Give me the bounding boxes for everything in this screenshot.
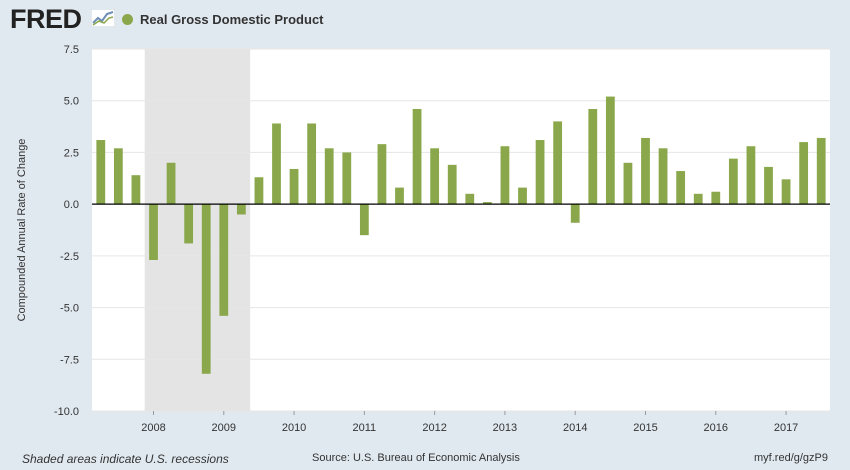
bar-2013Q3[interactable] (535, 140, 545, 205)
y-tick-label: -10.0 (54, 406, 79, 418)
bar-2016Q1[interactable] (711, 191, 721, 205)
x-tick-label: 2009 (212, 422, 236, 434)
bar-2009Q4[interactable] (272, 123, 281, 205)
bar-2009Q3[interactable] (254, 177, 264, 205)
bar-2009Q1[interactable] (219, 204, 229, 316)
bar-2012Q4[interactable] (482, 202, 492, 205)
x-tick-label: 2008 (141, 422, 165, 434)
bar-2009Q2[interactable] (236, 204, 246, 215)
x-tick-label: 2013 (493, 422, 517, 434)
bar-2014Q2[interactable] (588, 108, 598, 205)
bar-2016Q4[interactable] (764, 166, 773, 205)
bar-2014Q1[interactable] (570, 204, 580, 223)
fred-logo[interactable]: FRED (10, 4, 82, 34)
y-tick-label: 7.5 (64, 44, 79, 56)
bar-2013Q4[interactable] (553, 121, 563, 205)
bar-2011Q2[interactable] (377, 144, 387, 205)
bar-2011Q1[interactable] (359, 204, 369, 236)
chart-header: FRED Real Gross Domestic Product (0, 0, 850, 40)
bar-2016Q2[interactable] (728, 158, 738, 205)
bar-2011Q3[interactable] (395, 187, 404, 205)
bar-2017Q2[interactable] (799, 142, 809, 205)
x-tick-label: 2010 (282, 422, 306, 434)
x-tick-label: 2014 (563, 422, 587, 434)
y-tick-label: -5.0 (60, 303, 79, 315)
bar-2010Q3[interactable] (324, 148, 334, 205)
bar-2008Q4[interactable] (201, 204, 211, 374)
bar-2012Q1[interactable] (430, 148, 440, 205)
bar-2017Q1[interactable] (781, 179, 791, 205)
bar-2012Q2[interactable] (447, 164, 457, 205)
bar-2014Q3[interactable] (605, 96, 615, 205)
bar-2008Q1[interactable] (149, 204, 158, 260)
bar-2008Q3[interactable] (184, 204, 194, 244)
bar-2013Q2[interactable] (518, 187, 527, 205)
bar-2015Q2[interactable] (658, 148, 668, 205)
short-url-link[interactable]: myf.red/g/gzP9 (754, 452, 828, 464)
bar-2010Q4[interactable] (342, 152, 352, 205)
bar-2007Q4[interactable] (131, 175, 141, 205)
bar-2015Q4[interactable] (693, 193, 703, 205)
y-tick-label: -7.5 (60, 354, 79, 366)
bar-2017Q3[interactable] (816, 137, 826, 205)
bar-2013Q1[interactable] (500, 146, 510, 205)
bar-2007Q3[interactable] (113, 148, 123, 205)
x-tick-label: 2012 (422, 422, 446, 434)
y-tick-label: 5.0 (64, 96, 79, 108)
bar-2010Q2[interactable] (307, 123, 317, 205)
source-note: Source: U.S. Bureau of Economic Analysis (312, 452, 520, 464)
y-tick-label: -2.5 (60, 251, 79, 263)
recession-note: Shaded areas indicate U.S. recessions (22, 452, 229, 466)
bar-2015Q3[interactable] (676, 171, 686, 205)
y-tick-label: 2.5 (64, 147, 79, 159)
x-tick-label: 2016 (704, 422, 728, 434)
series-legend-label: Real Gross Domestic Product (140, 12, 324, 27)
legend-swatch (122, 14, 133, 25)
x-tick-label: 2017 (774, 422, 798, 434)
bar-2010Q1[interactable] (289, 168, 299, 205)
bar-2015Q1[interactable] (641, 137, 650, 205)
x-tick-label: 2011 (353, 422, 377, 434)
bar-2014Q4[interactable] (623, 162, 633, 205)
x-tick-label: 2015 (633, 422, 657, 434)
bar-2008Q2[interactable] (166, 162, 176, 205)
recession-shading (144, 49, 251, 411)
bar-2012Q3[interactable] (465, 193, 475, 205)
bar-2011Q4[interactable] (412, 108, 422, 205)
y-tick-label: 0.0 (64, 199, 79, 211)
y-axis-title: Compounded Annual Rate of Change (16, 138, 28, 322)
bar-2016Q3[interactable] (746, 146, 756, 205)
bar-2007Q2[interactable] (96, 140, 106, 205)
